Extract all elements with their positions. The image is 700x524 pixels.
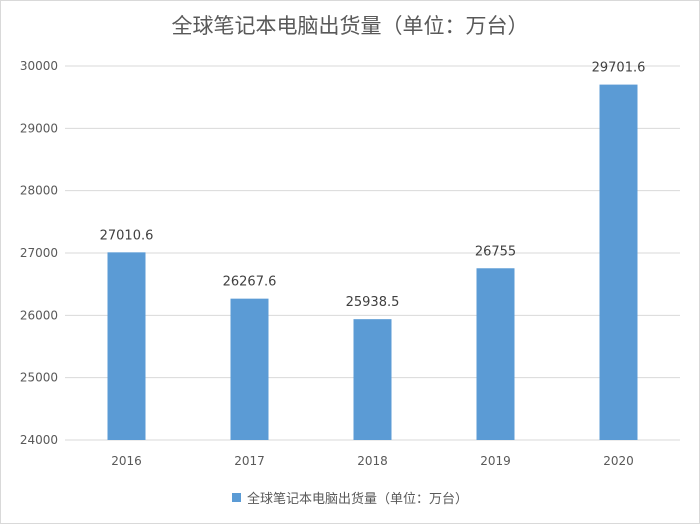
- legend: 全球笔记本电脑出货量（单位：万台）: [0, 488, 700, 507]
- y-axis: 24000 25000 26000 27000 28000 29000 30000: [20, 59, 58, 447]
- y-tick-label: 26000: [20, 308, 58, 322]
- x-tick-label: 2020: [603, 454, 634, 468]
- data-label-2017: 26267.6: [223, 275, 277, 290]
- legend-swatch: [231, 493, 241, 502]
- data-label-2019: 26755: [475, 244, 516, 259]
- bars: [107, 84, 638, 440]
- y-tick-label: 29000: [20, 121, 58, 135]
- x-tick-label: 2018: [357, 454, 388, 468]
- data-labels: 27010.6 26267.6 25938.5 26755 29701.6: [100, 61, 646, 311]
- x-tick-label: 2019: [480, 454, 511, 468]
- bar-2017: [230, 298, 269, 440]
- data-label-2018: 25938.5: [346, 295, 400, 310]
- gridlines: [65, 65, 680, 441]
- x-tick-label: 2016: [111, 454, 142, 468]
- chart-title: 全球笔记本电脑出货量（单位：万台）: [171, 14, 529, 38]
- x-axis: 2016 2017 2018 2019 2020: [111, 454, 634, 468]
- bar-2018: [353, 319, 392, 440]
- y-tick-label: 30000: [20, 59, 58, 73]
- y-tick-label: 27000: [20, 246, 58, 260]
- bar-2020: [599, 84, 638, 440]
- bar-2019: [476, 268, 515, 440]
- y-tick-label: 25000: [20, 371, 58, 385]
- data-label-2016: 27010.6: [100, 228, 154, 243]
- legend-label: 全球笔记本电脑出货量（单位：万台）: [246, 492, 468, 507]
- data-label-2020: 29701.6: [592, 61, 646, 76]
- y-tick-label: 24000: [20, 433, 58, 447]
- x-tick-label: 2017: [234, 454, 265, 468]
- bar-2016: [107, 252, 146, 440]
- y-tick-label: 28000: [20, 184, 58, 198]
